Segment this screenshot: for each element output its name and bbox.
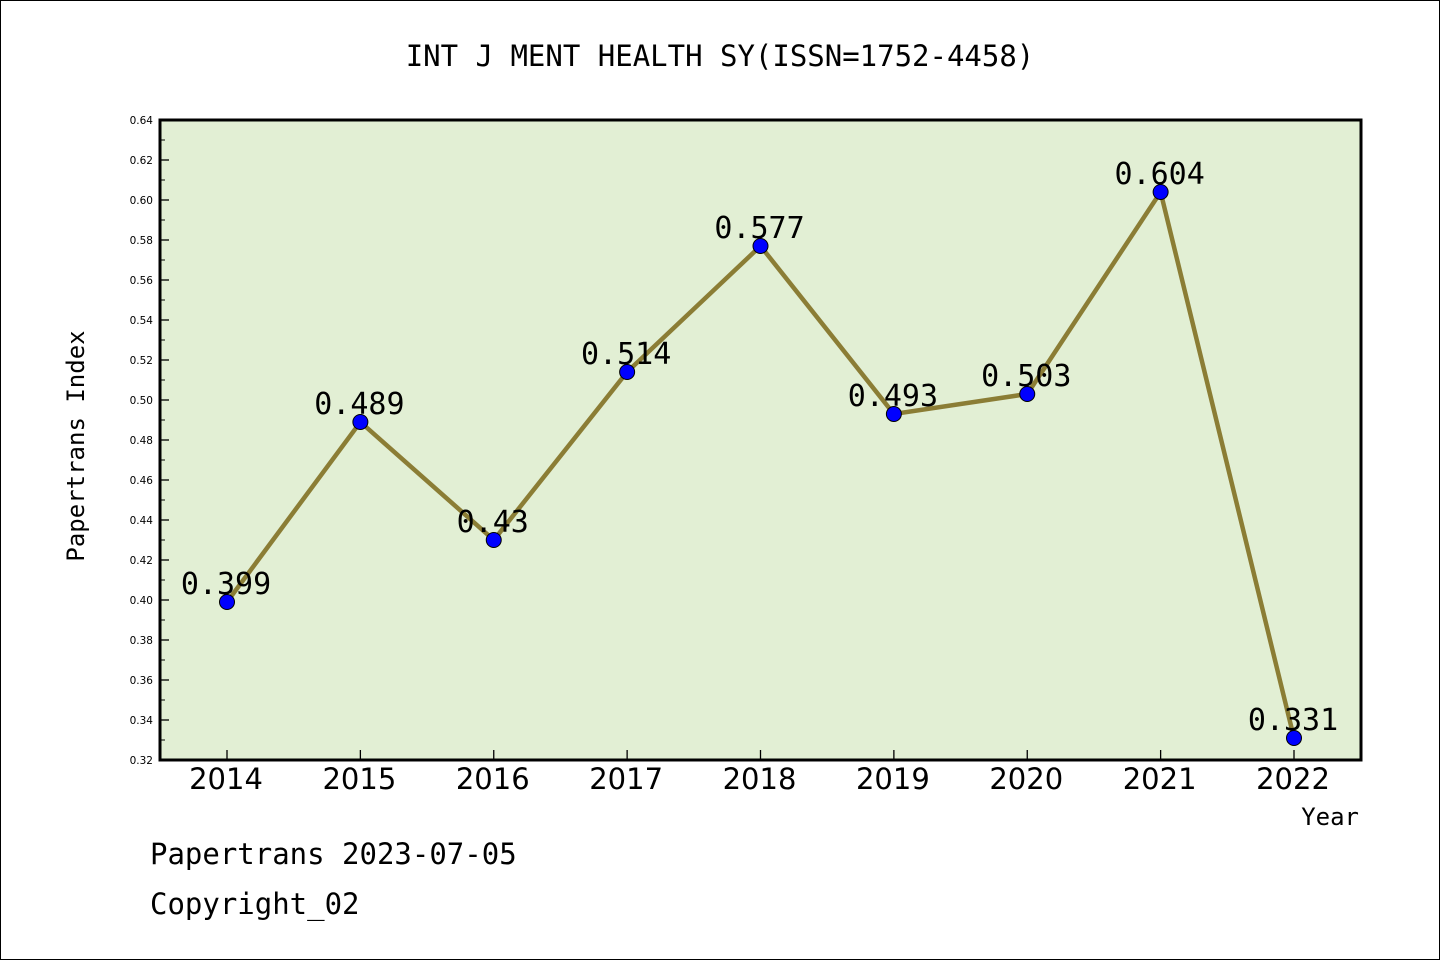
data-point-2021: [1152, 184, 1169, 200]
y-tick-label: 0.42: [130, 555, 153, 567]
y-tick-label: 0.64: [130, 115, 154, 127]
data-label-2020: 0.503: [981, 359, 1071, 394]
x-tick-label: 2014: [189, 762, 263, 796]
x-tick-label: 2021: [1123, 762, 1197, 796]
y-tick-label: 0.52: [130, 355, 153, 367]
y-axis-label: Papertrans Index: [62, 330, 90, 561]
data-label-2016: 0.43: [457, 505, 529, 540]
chart-title: INT J MENT HEALTH SY(ISSN=1752-4458): [406, 39, 1035, 73]
data-label-2019: 0.493: [848, 379, 938, 414]
y-tick-label: 0.54: [130, 315, 154, 327]
x-tick-label: 2018: [723, 762, 797, 796]
footer-date: Papertrans 2023-07-05: [150, 837, 517, 871]
data-point-2015: [352, 414, 369, 430]
y-tick-label: 0.34: [130, 715, 154, 727]
x-axis: 2014 2015 2016 2017 2018 2019 2020 2021 2022: [189, 750, 1330, 796]
y-tick-label: 0.46: [130, 475, 154, 487]
data-label-2018: 0.577: [714, 211, 804, 246]
data-points: [219, 184, 1302, 746]
y-tick-label: 0.58: [130, 235, 153, 247]
x-tick-label: 2016: [456, 762, 530, 796]
x-tick-label: 2015: [322, 762, 396, 796]
plot-area: [158, 118, 1363, 762]
data-label-2014: 0.399: [181, 567, 271, 602]
x-tick-label: 2020: [989, 762, 1063, 796]
y-tick-label: 0.50: [130, 395, 153, 407]
data-point-2022: [1286, 730, 1302, 746]
data-label-2017: 0.514: [581, 337, 671, 372]
y-tick-label: 0.48: [130, 435, 153, 447]
footer-copyright: Copyright_02: [150, 887, 360, 922]
y-tick-label: 0.32: [130, 755, 153, 767]
data-label-2015: 0.489: [314, 387, 404, 422]
data-point-2018: [752, 238, 769, 254]
data-point-2017: [619, 364, 636, 380]
data-labels: 0.399 0.489 0.43 0.514 0.577 0.493 0.503 0.604 0…: [181, 157, 1338, 738]
data-point-2014: [219, 594, 235, 610]
data-label-2022: 0.331: [1248, 703, 1338, 738]
data-label-2021: 0.604: [1114, 157, 1204, 192]
y-tick-label: 0.38: [130, 635, 153, 647]
x-tick-label: 2017: [589, 762, 663, 796]
x-tick-label: 2019: [856, 762, 930, 796]
y-axis: 0.32 0.34 0.36 0.38 0.40 0.42 0.44 0.46 0.48 0.50…: [130, 115, 169, 767]
data-point-2020: [1019, 386, 1036, 402]
y-tick-label: 0.56: [130, 275, 154, 287]
y-tick-label: 0.40: [130, 595, 153, 607]
y-tick-label: 0.60: [130, 195, 153, 207]
y-tick-label: 0.36: [130, 675, 154, 687]
y-tick-label: 0.44: [130, 515, 154, 527]
y-tick-label: 0.62: [130, 155, 153, 167]
x-axis-label: Year: [1301, 803, 1359, 831]
data-point-2016: [485, 532, 502, 548]
x-tick-label: 2022: [1256, 762, 1330, 796]
data-point-2019: [885, 406, 902, 422]
